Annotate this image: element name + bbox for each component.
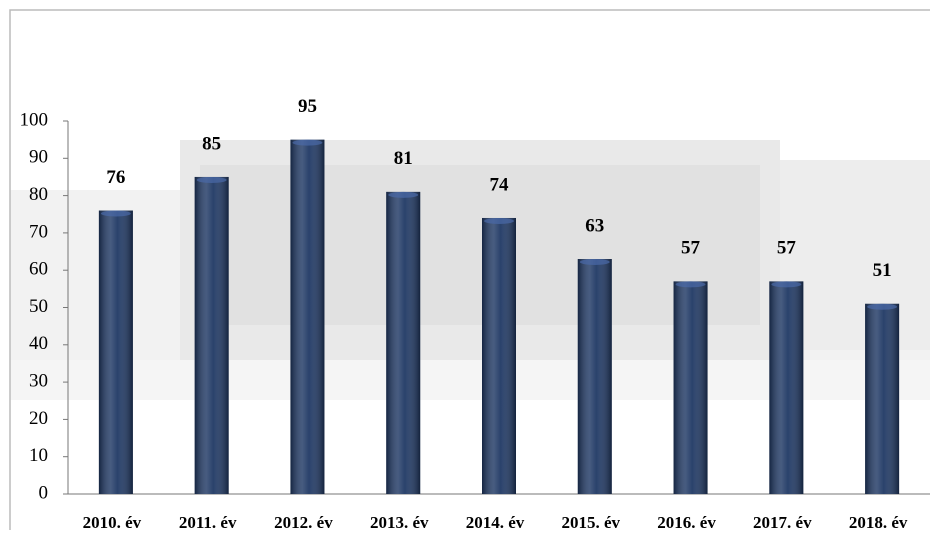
bar-shine [386,191,421,494]
value-label: 95 [298,96,317,117]
bar-shine [98,210,133,494]
value-label: 81 [394,148,413,169]
y-tick-label: 30 [29,370,48,391]
bar-cap [579,259,610,266]
frame [9,9,930,530]
y-tick-label: 80 [29,184,48,205]
x-tick-label: 2012. év [274,513,333,532]
value-label: 85 [202,133,221,154]
bar-cap [867,303,898,310]
value-label: 63 [585,215,604,236]
x-tick-label: 2016. év [657,513,716,532]
x-tick-label: 2013. év [370,513,429,532]
y-tick-label: 40 [29,333,48,354]
value-label: 57 [681,238,701,259]
x-tick-label: 2015. év [562,513,621,532]
bar-shine [290,139,325,494]
bar-cap [771,281,802,288]
value-label: 57 [777,238,797,259]
x-tick-label: 2010. év [83,513,142,532]
y-tick-label: 90 [29,147,48,168]
bar-shine [577,259,612,494]
y-tick-label: 70 [29,221,48,242]
x-tick-label: 2014. év [466,513,525,532]
value-label: 76 [106,167,125,188]
y-tick-label: 10 [29,445,48,466]
value-label: 74 [490,174,510,195]
bar-cap [484,217,514,224]
x-tick-label: 2018. év [849,513,908,532]
bar-cap [100,210,131,217]
bar-cap [292,139,323,146]
y-tick-label: 100 [20,109,49,130]
bar-shine [194,176,229,494]
value-label: 51 [873,260,892,281]
y-tick-label: 0 [39,482,49,503]
bar-shine [769,281,804,494]
bar-shine [482,217,516,495]
bar-cap [196,176,227,183]
bar-shine [673,281,708,494]
bar-shine [865,303,900,494]
bar-cap [675,281,706,288]
y-tick-label: 20 [29,408,48,429]
bar-cap [388,191,419,198]
x-tick-label: 2011. év [179,513,237,532]
y-tick-label: 60 [29,259,48,280]
y-tick-label: 50 [29,296,48,317]
x-tick-label: 2017. év [753,513,812,532]
